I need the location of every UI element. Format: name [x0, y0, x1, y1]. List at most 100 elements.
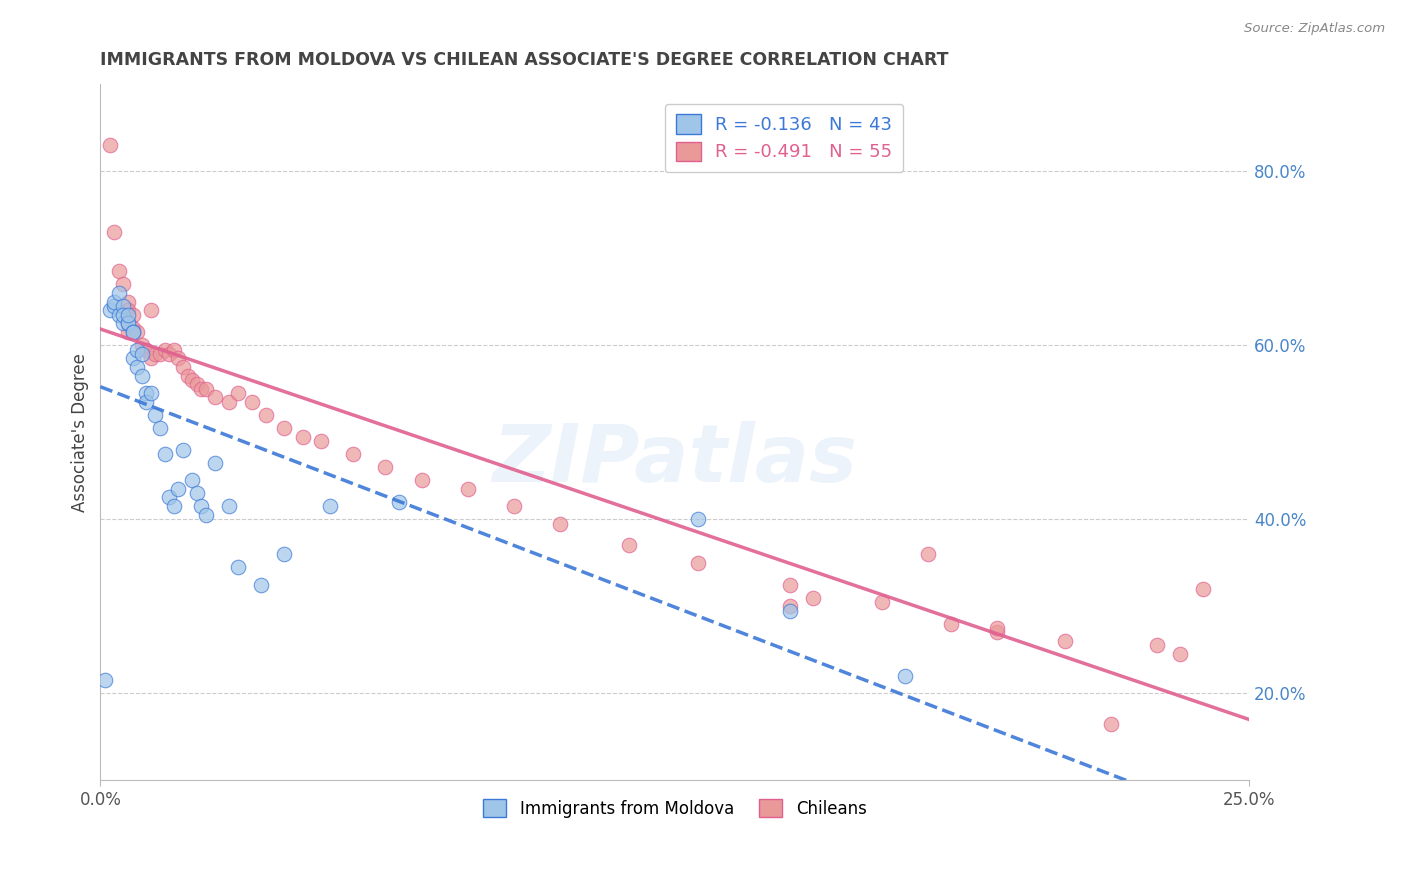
Point — [870, 595, 893, 609]
Point — [374, 460, 396, 475]
Point — [139, 351, 162, 366]
Point — [103, 225, 125, 239]
Point — [107, 308, 129, 322]
Point — [801, 591, 824, 605]
Point — [127, 325, 149, 339]
Point — [204, 456, 226, 470]
Point — [195, 508, 218, 522]
Point — [157, 491, 180, 505]
Point — [103, 299, 125, 313]
Point — [291, 429, 314, 443]
Point — [686, 556, 709, 570]
Point — [107, 285, 129, 300]
Point — [139, 386, 162, 401]
Point — [181, 373, 204, 387]
Point — [218, 394, 240, 409]
Point — [98, 138, 121, 153]
Point — [131, 347, 153, 361]
Point — [112, 277, 135, 292]
Point — [127, 359, 149, 374]
Point — [112, 308, 135, 322]
Point — [94, 673, 117, 688]
Point — [157, 347, 180, 361]
Point — [226, 560, 249, 574]
Point — [117, 317, 139, 331]
Point — [1146, 639, 1168, 653]
Point — [135, 343, 157, 357]
Point — [172, 442, 194, 457]
Point — [1192, 582, 1215, 596]
Point — [176, 368, 198, 383]
Text: Source: ZipAtlas.com: Source: ZipAtlas.com — [1244, 22, 1385, 36]
Point — [250, 577, 273, 591]
Point — [1054, 634, 1077, 648]
Point — [186, 486, 208, 500]
Point — [121, 325, 143, 339]
Point — [131, 338, 153, 352]
Point — [117, 325, 139, 339]
Point — [145, 347, 167, 361]
Point — [319, 499, 342, 513]
Point — [195, 382, 218, 396]
Point — [121, 320, 143, 334]
Point — [145, 408, 167, 422]
Point — [139, 303, 162, 318]
Point — [254, 408, 277, 422]
Point — [121, 351, 143, 366]
Point — [117, 317, 139, 331]
Point — [411, 473, 433, 487]
Point — [103, 294, 125, 309]
Point — [226, 386, 249, 401]
Point — [939, 616, 962, 631]
Point — [893, 669, 915, 683]
Point — [218, 499, 240, 513]
Point — [163, 499, 186, 513]
Point — [153, 343, 176, 357]
Point — [190, 499, 212, 513]
Point — [167, 482, 190, 496]
Point — [548, 516, 571, 531]
Text: ZIPatlas: ZIPatlas — [492, 421, 858, 499]
Point — [309, 434, 332, 448]
Point — [779, 599, 801, 614]
Point — [342, 447, 364, 461]
Point — [117, 303, 139, 318]
Point — [112, 317, 135, 331]
Point — [1170, 647, 1192, 661]
Point — [779, 577, 801, 591]
Legend: Immigrants from Moldova, Chileans: Immigrants from Moldova, Chileans — [477, 792, 873, 824]
Point — [273, 547, 295, 561]
Point — [163, 343, 186, 357]
Point — [135, 386, 157, 401]
Point — [117, 294, 139, 309]
Point — [181, 473, 204, 487]
Point — [686, 512, 709, 526]
Point — [503, 499, 526, 513]
Point — [190, 382, 212, 396]
Point — [779, 604, 801, 618]
Point — [167, 351, 190, 366]
Point — [127, 343, 149, 357]
Point — [149, 347, 172, 361]
Point — [240, 394, 263, 409]
Y-axis label: Associate's Degree: Associate's Degree — [72, 352, 89, 512]
Point — [112, 299, 135, 313]
Point — [204, 391, 226, 405]
Point — [107, 264, 129, 278]
Point — [117, 308, 139, 322]
Point — [388, 495, 411, 509]
Point — [917, 547, 939, 561]
Point — [617, 538, 640, 552]
Point — [457, 482, 479, 496]
Point — [135, 394, 157, 409]
Point — [172, 359, 194, 374]
Point — [131, 368, 153, 383]
Point — [273, 421, 295, 435]
Point — [121, 308, 143, 322]
Point — [98, 303, 121, 318]
Point — [186, 377, 208, 392]
Point — [153, 447, 176, 461]
Text: IMMIGRANTS FROM MOLDOVA VS CHILEAN ASSOCIATE'S DEGREE CORRELATION CHART: IMMIGRANTS FROM MOLDOVA VS CHILEAN ASSOC… — [100, 51, 949, 69]
Point — [986, 625, 1008, 640]
Point — [986, 621, 1008, 635]
